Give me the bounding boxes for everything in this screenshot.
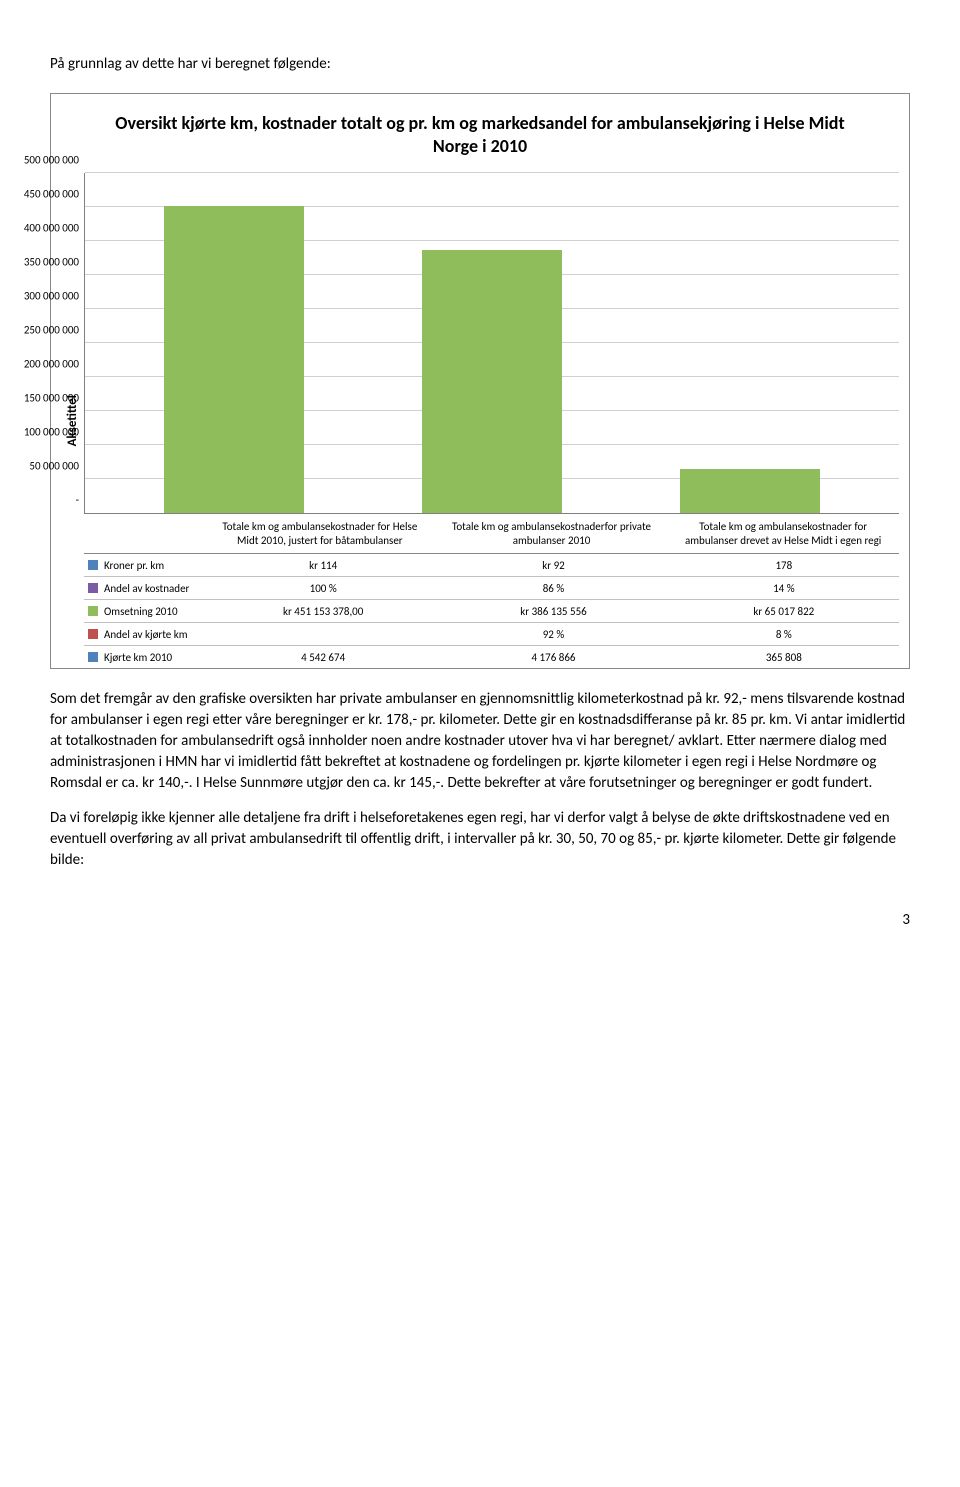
category-label: Totale km og ambulansekostnaderfor priva… [436,520,668,548]
category-label: Totale km og ambulansekostnader for ambu… [667,520,899,548]
bar-group [105,173,363,513]
bar-group [363,173,621,513]
y-tick-label: 400 000 000 [24,221,85,234]
table-cell: 14 % [669,582,899,595]
y-tick-label: 50 000 000 [29,459,85,472]
bar [422,250,562,513]
series-name: Kjørte km 2010 [104,651,172,664]
legend-cell: Kjørte km 2010 [84,651,208,664]
y-tick-label: 100 000 000 [24,425,85,438]
category-row: Totale km og ambulansekostnader for Hels… [84,514,899,554]
table-row: Andel av kjørte km 92 %8 % [84,623,899,646]
table-cell: 100 % [208,582,438,595]
chart-plot: -50 000 000100 000 000150 000 000200 000… [84,173,899,514]
intro-text: På grunnlag av dette har vi beregnet føl… [50,55,910,73]
legend-cell: Kroner pr. km [84,559,208,572]
body-paragraph-1: Som det fremgår av den grafiske oversikt… [50,689,910,794]
table-cell: kr 451 153 378,00 [208,605,438,618]
chart-title: Oversikt kjørte km, kostnader totalt og … [61,104,899,173]
series-name: Kroner pr. km [104,559,164,572]
table-cell: 86 % [438,582,668,595]
series-name: Andel av kjørte km [104,628,188,641]
table-cell: 92 % [438,628,668,641]
legend-swatch [88,583,98,593]
y-tick-label: 250 000 000 [24,323,85,336]
series-name: Andel av kostnader [104,582,189,595]
table-cell: 365 808 [669,651,899,664]
table-cell: 4 176 866 [438,651,668,664]
table-row: Kroner pr. km kr 114kr 92178 [84,554,899,577]
category-label: Totale km og ambulansekostnader for Hels… [204,520,436,548]
legend-swatch [88,652,98,662]
body-paragraph-2: Da vi foreløpig ikke kjenner alle detalj… [50,808,910,871]
legend-swatch [88,560,98,570]
table-cell: 178 [669,559,899,572]
table-cell: 8 % [669,628,899,641]
y-tick-label: 200 000 000 [24,357,85,370]
table-row: Kjørte km 2010 4 542 6744 176 866365 808 [84,646,899,668]
y-tick-label: 300 000 000 [24,289,85,302]
bar-group [621,173,879,513]
bar [680,469,820,513]
series-name: Omsetning 2010 [104,605,178,618]
table-row: Andel av kostnader 100 %86 %14 % [84,577,899,600]
legend-swatch [88,606,98,616]
legend-swatch [88,629,98,639]
page-number: 3 [50,911,910,929]
y-tick-label: 150 000 000 [24,391,85,404]
y-tick-label: 450 000 000 [24,187,85,200]
table-cell: kr 114 [208,559,438,572]
chart-container: Oversikt kjørte km, kostnader totalt og … [50,93,910,669]
table-cell: kr 386 135 556 [438,605,668,618]
y-tick-label: - [76,493,85,506]
table-cell: 4 542 674 [208,651,438,664]
legend-cell: Andel av kostnader [84,582,208,595]
table-cell: kr 92 [438,559,668,572]
bar [164,206,304,513]
y-tick-label: 350 000 000 [24,255,85,268]
chart-data-table: Kroner pr. km kr 114kr 92178 Andel av kost… [84,553,899,668]
legend-cell: Omsetning 2010 [84,605,208,618]
table-row: Omsetning 2010 kr 451 153 378,00kr 386 13… [84,600,899,623]
legend-cell: Andel av kjørte km [84,628,208,641]
table-cell: kr 65 017 822 [669,605,899,618]
y-tick-label: 500 000 000 [24,153,85,166]
